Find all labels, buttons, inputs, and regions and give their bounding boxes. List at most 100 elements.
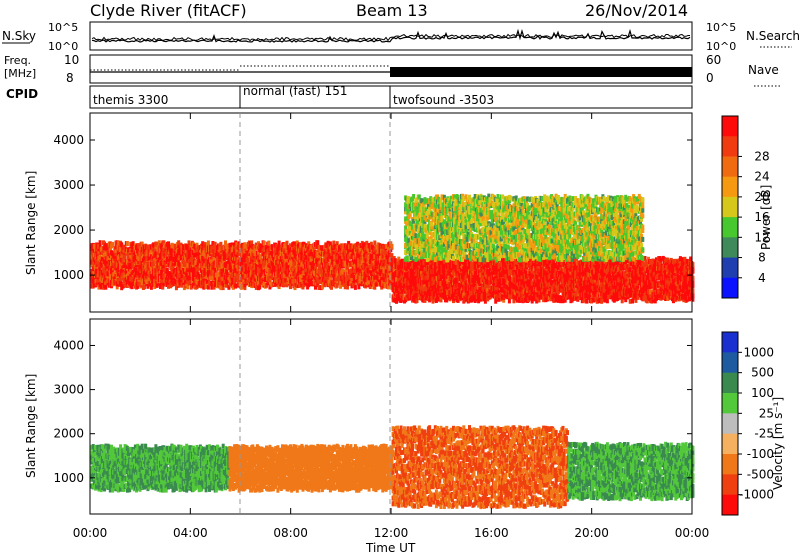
- data-cell: [227, 284, 231, 290]
- data-cell: [502, 297, 506, 303]
- data-cell: [344, 251, 348, 256]
- data-cell: [249, 244, 253, 250]
- data-cell: [332, 240, 336, 246]
- data-cell: [535, 298, 539, 304]
- data-cell: [300, 250, 304, 256]
- data-cell: [520, 287, 524, 293]
- data-cell: [255, 263, 259, 269]
- data-cell: [91, 259, 95, 265]
- data-cell: [389, 247, 393, 253]
- data-cell: [371, 263, 374, 269]
- data-cell: [317, 285, 321, 290]
- data-cell: [503, 278, 507, 284]
- data-cell: [381, 255, 385, 261]
- data-cell: [222, 249, 226, 255]
- data-cell: [112, 260, 116, 266]
- nsky-tick-top: 10^5: [48, 21, 78, 34]
- data-cell: [302, 273, 306, 279]
- data-cell: [261, 278, 265, 284]
- data-cell: [278, 263, 282, 268]
- data-cell: [348, 278, 352, 284]
- nsky-label: N.Sky: [2, 29, 36, 43]
- data-cell: [505, 267, 509, 273]
- data-cell: [204, 284, 208, 289]
- data-cell: [323, 269, 327, 275]
- data-cell: [114, 247, 118, 253]
- data-cell: [149, 266, 153, 271]
- data-cell: [133, 256, 137, 262]
- data-cell: [299, 269, 303, 275]
- data-cell: [364, 257, 368, 263]
- data-cell: [389, 241, 393, 247]
- nsearch-tick-bottom: 10^0: [706, 40, 736, 53]
- data-cell: [147, 278, 151, 284]
- data-cell: [383, 254, 387, 260]
- data-cell: [401, 274, 405, 280]
- nsearch-label: N.Search: [746, 29, 800, 43]
- data-cell: [535, 273, 539, 279]
- data-cell: [358, 248, 362, 254]
- nsky-trace: [91, 33, 690, 42]
- data-cell: [375, 281, 379, 287]
- data-cell: [239, 248, 243, 254]
- data-cell: [197, 265, 201, 271]
- data-cell: [116, 240, 120, 246]
- data-cell: [462, 272, 466, 278]
- data-cell: [282, 278, 286, 284]
- data-cell: [153, 271, 157, 276]
- data-cell: [537, 297, 541, 303]
- data-cell: [114, 251, 118, 257]
- data-cell: [473, 298, 477, 303]
- data-cell: [284, 258, 288, 264]
- data-cell: [317, 265, 321, 271]
- data-cell: [347, 280, 351, 286]
- data-cell: [206, 254, 210, 260]
- data-cell: [195, 242, 199, 248]
- data-cell: [177, 252, 181, 258]
- data-cell: [119, 247, 123, 252]
- data-cell: [372, 269, 376, 275]
- data-cell: [307, 241, 311, 247]
- data-cell: [341, 272, 345, 278]
- data-cell: [504, 262, 508, 268]
- data-cell: [328, 241, 332, 247]
- data-cell: [423, 282, 427, 288]
- data-cell: [251, 257, 255, 263]
- data-cell: [277, 240, 281, 246]
- data-cell: [368, 284, 372, 289]
- data-cell: [485, 283, 489, 289]
- data-cell: [277, 284, 281, 290]
- data-cell: [325, 275, 329, 281]
- data-cell: [266, 280, 270, 286]
- data-cell: [395, 298, 398, 304]
- data-cell: [104, 251, 108, 257]
- data-cell: [133, 274, 137, 280]
- data-cell: [411, 269, 414, 275]
- data-cell: [460, 261, 463, 267]
- data-cell: [149, 284, 153, 290]
- data-cell: [464, 276, 468, 282]
- data-cell: [293, 244, 297, 250]
- data-cell: [314, 265, 317, 271]
- freq-tick-top: 10: [64, 53, 79, 67]
- data-cell: [339, 283, 343, 289]
- data-cell: [335, 251, 339, 257]
- data-cell: [457, 271, 461, 277]
- data-cell: [428, 297, 432, 303]
- data-cell: [316, 250, 320, 256]
- data-cell: [434, 271, 438, 276]
- data-cell: [314, 284, 317, 290]
- data-cell: [449, 278, 453, 284]
- data-cell: [159, 284, 162, 289]
- data-cell: [335, 241, 339, 247]
- data-cell: [111, 241, 115, 247]
- data-cell: [257, 249, 260, 255]
- data-cell: [152, 259, 156, 265]
- data-cell: [129, 269, 133, 274]
- data-cell: [192, 255, 195, 261]
- data-cell: [478, 269, 482, 275]
- freq-tick-bottom: 8: [66, 71, 74, 85]
- data-cell: [529, 256, 533, 262]
- data-cell: [230, 275, 234, 281]
- data-cell: [181, 250, 185, 256]
